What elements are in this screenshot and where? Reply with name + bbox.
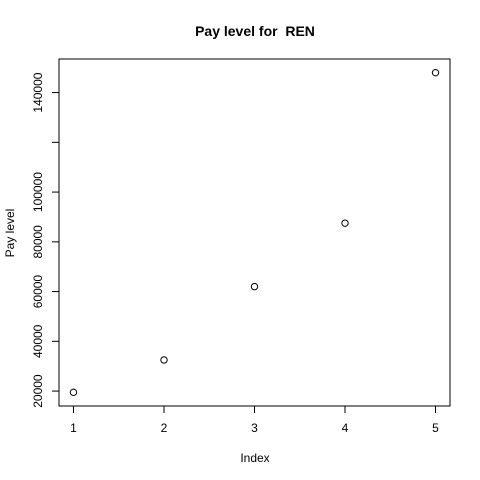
y-tick-label: 20000 xyxy=(31,374,45,408)
y-tick-label: 40000 xyxy=(31,324,45,358)
x-tick-label: 1 xyxy=(70,421,77,435)
x-tick-label: 3 xyxy=(251,421,258,435)
y-tick-label: 60000 xyxy=(31,275,45,309)
y-tick-label: 100000 xyxy=(31,172,45,212)
x-tick-label: 5 xyxy=(432,421,439,435)
x-tick-label: 4 xyxy=(342,421,349,435)
chart-title: Pay level for REN xyxy=(195,23,315,39)
data-point xyxy=(69,388,78,397)
y-tick-label: 80000 xyxy=(31,225,45,259)
x-tick-label: 2 xyxy=(161,421,168,435)
plot-frame xyxy=(58,58,451,407)
x-axis-label: Index xyxy=(240,451,269,465)
y-axis-label: Pay level xyxy=(3,209,17,258)
data-point xyxy=(160,356,168,364)
data-point xyxy=(341,219,349,227)
data-point xyxy=(431,68,440,77)
y-tick-label: 140000 xyxy=(31,72,45,112)
y-axis: 20000 40000 60000 80000 100000 140000 xyxy=(31,72,60,408)
data-point xyxy=(250,282,259,291)
x-axis: 1 2 3 4 5 xyxy=(70,405,439,435)
data-points xyxy=(69,68,440,397)
